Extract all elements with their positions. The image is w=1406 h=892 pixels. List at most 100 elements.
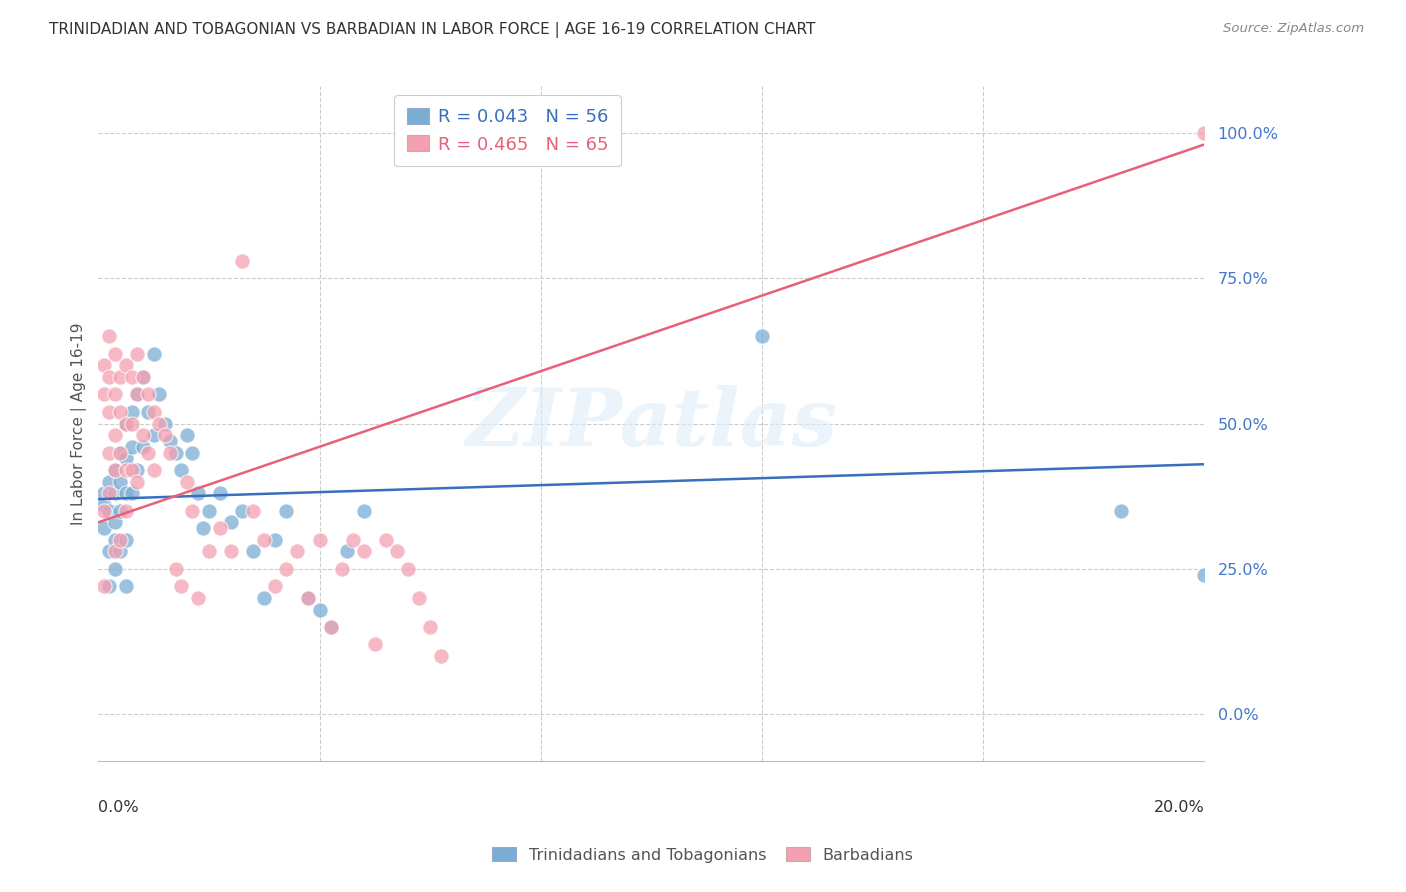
Point xyxy=(148,417,170,431)
Point xyxy=(276,504,298,518)
Point xyxy=(125,463,148,477)
Point xyxy=(297,591,319,605)
Point xyxy=(93,486,115,500)
Point xyxy=(198,504,221,518)
Point xyxy=(253,591,276,605)
Point xyxy=(115,359,138,373)
Point xyxy=(98,544,121,558)
Legend: Trinidadians and Tobagonians, Barbadians: Trinidadians and Tobagonians, Barbadians xyxy=(485,839,921,871)
Text: ZIPatlas: ZIPatlas xyxy=(465,384,838,462)
Point xyxy=(242,504,264,518)
Point xyxy=(121,370,143,384)
Point xyxy=(231,253,253,268)
Point xyxy=(1194,567,1216,582)
Point xyxy=(136,445,159,459)
Point xyxy=(98,329,121,343)
Y-axis label: In Labor Force | Age 16-19: In Labor Force | Age 16-19 xyxy=(72,322,87,524)
Text: 0.0%: 0.0% xyxy=(98,799,139,814)
Point xyxy=(104,387,127,401)
Point xyxy=(231,504,253,518)
Point xyxy=(104,562,127,576)
Point xyxy=(110,504,132,518)
Point xyxy=(131,370,153,384)
Point xyxy=(110,405,132,419)
Point xyxy=(93,504,115,518)
Point xyxy=(148,387,170,401)
Point xyxy=(170,579,193,593)
Point xyxy=(121,463,143,477)
Point xyxy=(104,544,127,558)
Point xyxy=(115,533,138,547)
Point xyxy=(115,417,138,431)
Point xyxy=(396,562,419,576)
Point xyxy=(253,533,276,547)
Point xyxy=(187,486,209,500)
Point xyxy=(385,544,408,558)
Point xyxy=(1194,126,1216,140)
Point xyxy=(104,428,127,442)
Point xyxy=(219,516,242,530)
Point xyxy=(276,562,298,576)
Point xyxy=(751,329,773,343)
Point xyxy=(153,417,176,431)
Point xyxy=(1111,504,1133,518)
Point xyxy=(121,405,143,419)
Point xyxy=(142,405,165,419)
Point xyxy=(181,504,204,518)
Point xyxy=(98,486,121,500)
Point xyxy=(121,440,143,454)
Point xyxy=(176,428,198,442)
Point xyxy=(98,405,121,419)
Point xyxy=(336,544,359,558)
Text: Source: ZipAtlas.com: Source: ZipAtlas.com xyxy=(1223,22,1364,36)
Point xyxy=(98,445,121,459)
Legend: R = 0.043   N = 56, R = 0.465   N = 65: R = 0.043 N = 56, R = 0.465 N = 65 xyxy=(394,95,621,166)
Point xyxy=(353,504,375,518)
Point xyxy=(264,533,287,547)
Point xyxy=(353,544,375,558)
Point xyxy=(125,387,148,401)
Point xyxy=(125,347,148,361)
Point xyxy=(98,370,121,384)
Point xyxy=(115,486,138,500)
Text: 20.0%: 20.0% xyxy=(1153,799,1205,814)
Point xyxy=(125,387,148,401)
Text: TRINIDADIAN AND TOBAGONIAN VS BARBADIAN IN LABOR FORCE | AGE 16-19 CORRELATION C: TRINIDADIAN AND TOBAGONIAN VS BARBADIAN … xyxy=(49,22,815,38)
Point xyxy=(98,504,121,518)
Point xyxy=(136,387,159,401)
Point xyxy=(93,359,115,373)
Point xyxy=(159,445,181,459)
Point xyxy=(165,562,187,576)
Point xyxy=(115,417,138,431)
Point xyxy=(110,370,132,384)
Point xyxy=(98,579,121,593)
Point xyxy=(419,620,441,634)
Point xyxy=(142,347,165,361)
Point xyxy=(115,504,138,518)
Point xyxy=(104,347,127,361)
Point xyxy=(208,486,231,500)
Point xyxy=(408,591,430,605)
Point xyxy=(198,544,221,558)
Point xyxy=(136,405,159,419)
Point xyxy=(430,648,453,663)
Point xyxy=(104,463,127,477)
Point xyxy=(319,620,342,634)
Point xyxy=(159,434,181,448)
Point xyxy=(93,387,115,401)
Point xyxy=(170,463,193,477)
Point xyxy=(153,428,176,442)
Point xyxy=(297,591,319,605)
Point xyxy=(93,498,115,512)
Point xyxy=(104,486,127,500)
Point xyxy=(242,544,264,558)
Point xyxy=(176,475,198,489)
Point xyxy=(264,579,287,593)
Point xyxy=(115,579,138,593)
Point xyxy=(219,544,242,558)
Point xyxy=(165,445,187,459)
Point xyxy=(110,544,132,558)
Point xyxy=(110,475,132,489)
Point xyxy=(131,370,153,384)
Point xyxy=(110,445,132,459)
